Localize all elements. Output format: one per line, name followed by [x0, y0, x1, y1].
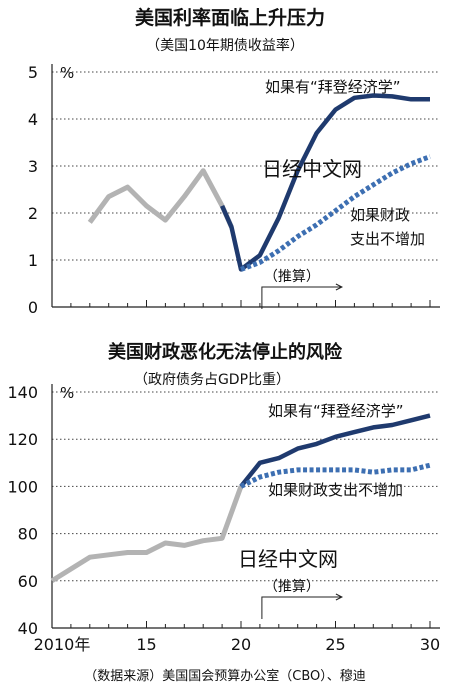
chart1-series-0-line	[87, 168, 234, 229]
chart2-series-1-line	[239, 413, 431, 488]
chart2-ytick-label: 40	[18, 619, 38, 638]
chart2-series-2-line	[239, 462, 431, 489]
chart2-xtick-label: 20	[231, 635, 251, 654]
chart2-xtick-label: 2010年	[34, 635, 91, 654]
chart1-ytick-label: 1	[28, 251, 38, 270]
chart2-estimate-arrow	[335, 593, 344, 601]
chart1-title: 美国利率面临上升压力	[135, 6, 325, 29]
chart2-unit-label: %	[60, 384, 74, 402]
chart1-unit-label: %	[60, 64, 74, 82]
chart2-series-0-line	[50, 485, 244, 583]
chart1-series-2-line	[240, 154, 431, 272]
watermark-bottom: 日经中文网	[238, 547, 338, 571]
chart2-label-no-spending: 如果财政支出不增加	[268, 481, 403, 499]
chart2-estimate-bracket	[261, 596, 342, 619]
chart1-estimate-label: （推算）	[264, 269, 320, 285]
chart1-ytick-label: 2	[28, 204, 38, 223]
chart2-estimate-label: （推算）	[264, 579, 320, 595]
chart1-label-no-spending-2: 支出不增加	[350, 230, 425, 248]
chart1-estimate-bracket	[261, 286, 342, 309]
chart2-ytick-label: 80	[18, 525, 38, 544]
chart2-xtick-label: 15	[136, 635, 156, 654]
chart2-label-bidenomics: 如果有“拜登经济学”	[268, 402, 404, 420]
chart1-label-bidenomics: 如果有“拜登经济学”	[265, 78, 401, 96]
chart2-xtick-label: 25	[325, 635, 345, 654]
chart2-xtick-label: 30	[420, 635, 440, 654]
chart1-ytick-label: 4	[28, 110, 38, 129]
chart1-subtitle: （美国10年期债收益率）	[146, 37, 304, 54]
chart2-ytick-label: 120	[7, 430, 38, 449]
chart2-title: 美国财政恶化无法停止的风险	[108, 341, 343, 363]
chart1-estimate-arrow	[335, 283, 344, 291]
chart2-ytick-label: 60	[18, 572, 38, 591]
source-note: （数据来源）美国国会预算办公室（CBO）、穆迪	[84, 668, 366, 684]
chart2-ytick-label: 100	[7, 477, 38, 496]
watermark-top: 日经中文网	[262, 157, 362, 181]
chart2-ytick-label: 140	[7, 383, 38, 402]
chart1-ytick-label: 5	[28, 63, 38, 82]
chart1-ytick-label: 3	[28, 157, 38, 176]
chart2-subtitle: （政府债务占GDP比重）	[134, 372, 290, 388]
chart1-label-no-spending-1: 如果财政	[350, 206, 410, 224]
chart1-ytick-label: 0	[28, 298, 38, 317]
